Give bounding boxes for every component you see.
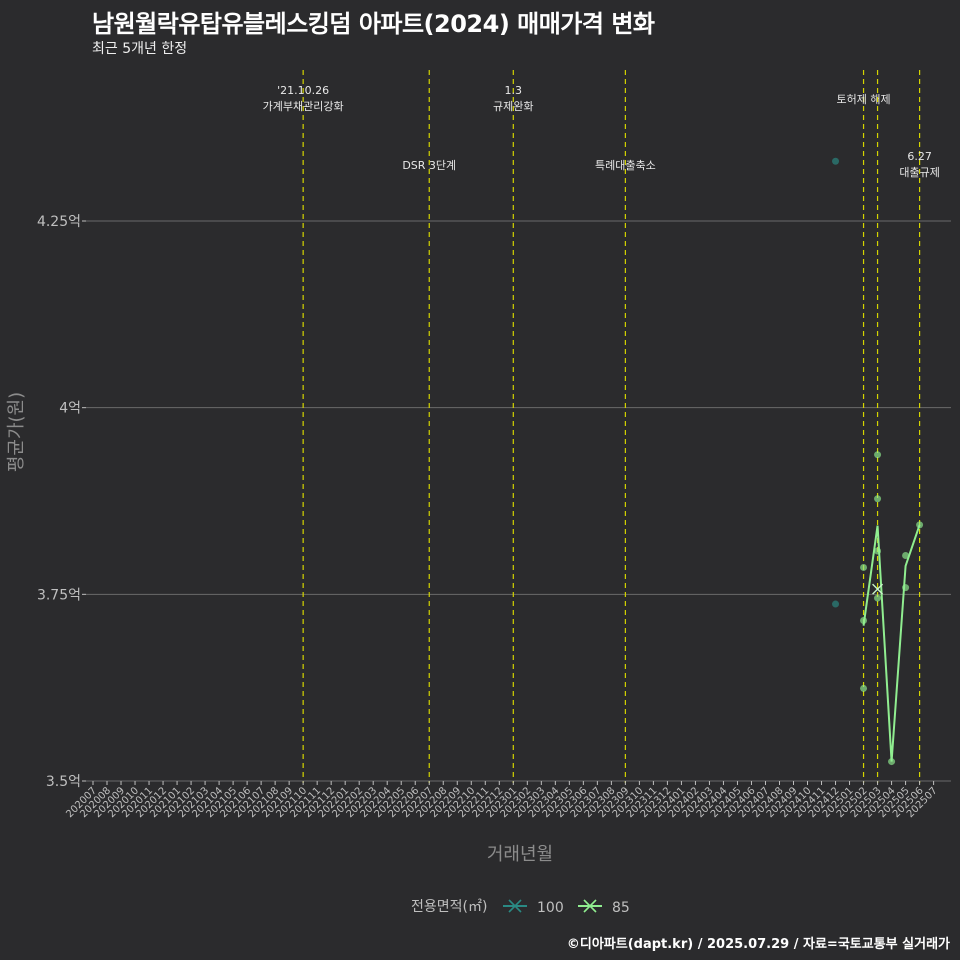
series-line-85 — [862, 524, 921, 762]
data-point-85 — [860, 563, 868, 571]
event-label: '21.10.26 — [277, 84, 329, 97]
event-label: 토허제 해제 — [836, 92, 890, 106]
series-layer — [832, 157, 924, 766]
grid-layer — [86, 220, 951, 782]
data-point-100 — [832, 600, 840, 608]
legend-layer: 전용면적(㎡) 100 85 — [411, 899, 630, 916]
data-point-85 — [874, 547, 882, 555]
data-point-85 — [874, 451, 882, 459]
data-point-85 — [902, 584, 910, 592]
data-point-85 — [888, 758, 896, 766]
event-label: 특례대출축소 — [595, 159, 656, 172]
data-point-85 — [860, 684, 868, 692]
chart-title: 남원월락유탑유블레스킹덤 아파트(2024) 매매가격 변화 — [92, 10, 655, 38]
data-point-85 — [916, 521, 924, 529]
data-point-85 — [874, 594, 882, 602]
legend-label-100: 100 — [537, 900, 564, 916]
event-label: 대출규제 — [899, 166, 939, 179]
event-label: 규제완화 — [493, 100, 533, 113]
legend-key-cross-85 — [583, 899, 597, 913]
legend-key-cross-100 — [508, 899, 522, 913]
event-label: DSR 3단계 — [402, 159, 456, 172]
event-label: 1.3 — [505, 84, 523, 97]
y-tick-label: 4억 — [59, 401, 81, 417]
y-tick-label: 4.25억 — [37, 214, 81, 230]
data-point-85 — [902, 552, 910, 560]
y-axis-title: 평균가(원) — [6, 392, 27, 472]
x-axis-title: 거래년월 — [487, 844, 553, 865]
legend-label-85: 85 — [612, 900, 630, 916]
chart-subtitle: 최근 5개년 한정 — [92, 41, 188, 57]
axis-layer: 3.5억3.75억4억4.25억202007202008202009202010… — [6, 214, 940, 865]
event-label: 6.27 — [907, 150, 932, 163]
data-point-100 — [832, 157, 840, 165]
legend-title: 전용면적(㎡) — [411, 899, 487, 915]
mean-marker — [872, 583, 884, 595]
y-tick-label: 3.75억 — [37, 587, 81, 603]
y-tick-label: 3.5억 — [46, 774, 81, 790]
event-label: 가계부채관리강화 — [263, 100, 344, 113]
source-caption: ©디아파트(dapt.kr) / 2025.07.29 / 자료=국토교통부 실… — [566, 937, 950, 952]
data-point-85 — [874, 495, 882, 503]
data-point-85 — [860, 616, 868, 624]
